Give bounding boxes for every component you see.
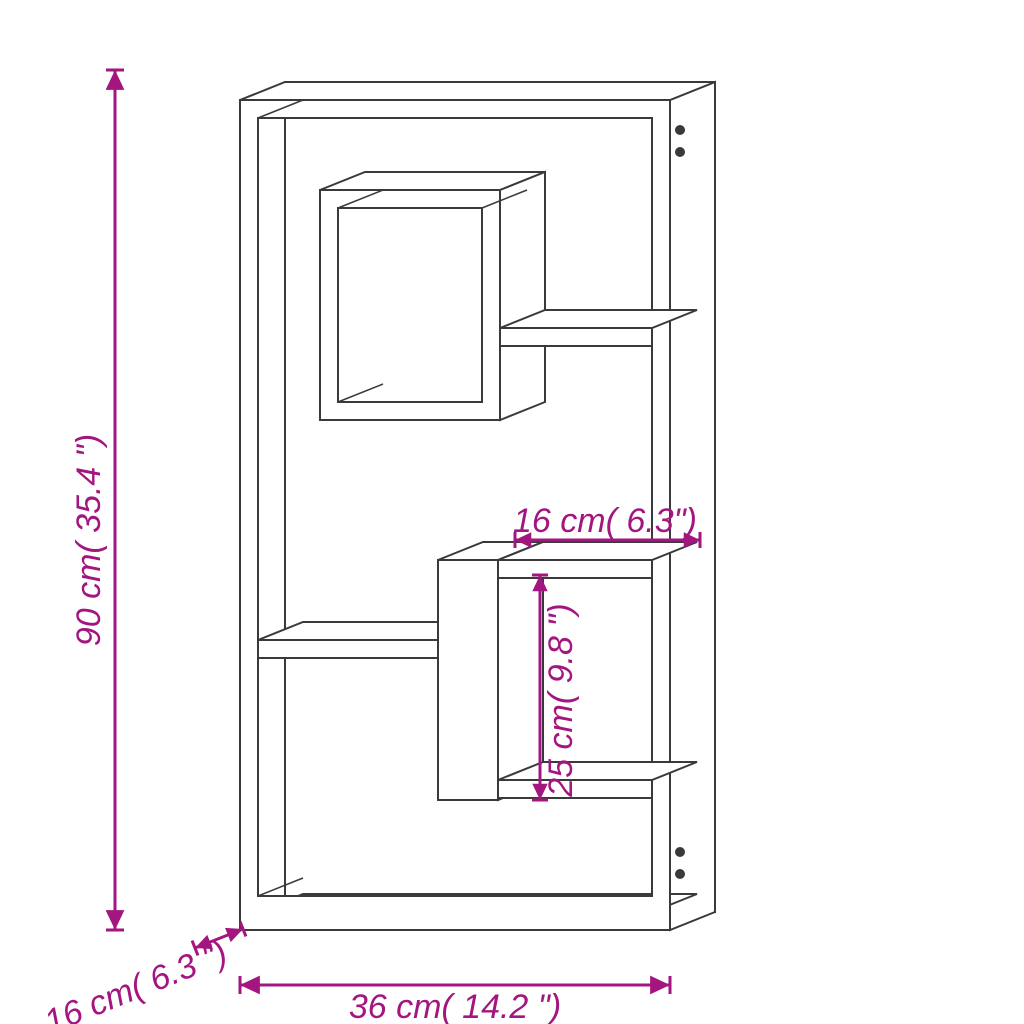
dimension-label: 36 cm( 14.2 ") (349, 988, 561, 1024)
mounting-dot-icon (675, 847, 685, 857)
dimension-label: 16 cm( 6.3 ") (39, 934, 233, 1024)
mounting-dot-icon (675, 147, 685, 157)
dimension-label: 90 cm( 35.4 ") (70, 434, 108, 646)
dimension-label: 16 cm( 6.3") (513, 502, 697, 540)
dimension-label: 25 cm( 9.8 ") (542, 603, 580, 797)
mounting-dot-icon (675, 125, 685, 135)
mounting-dot-icon (675, 869, 685, 879)
